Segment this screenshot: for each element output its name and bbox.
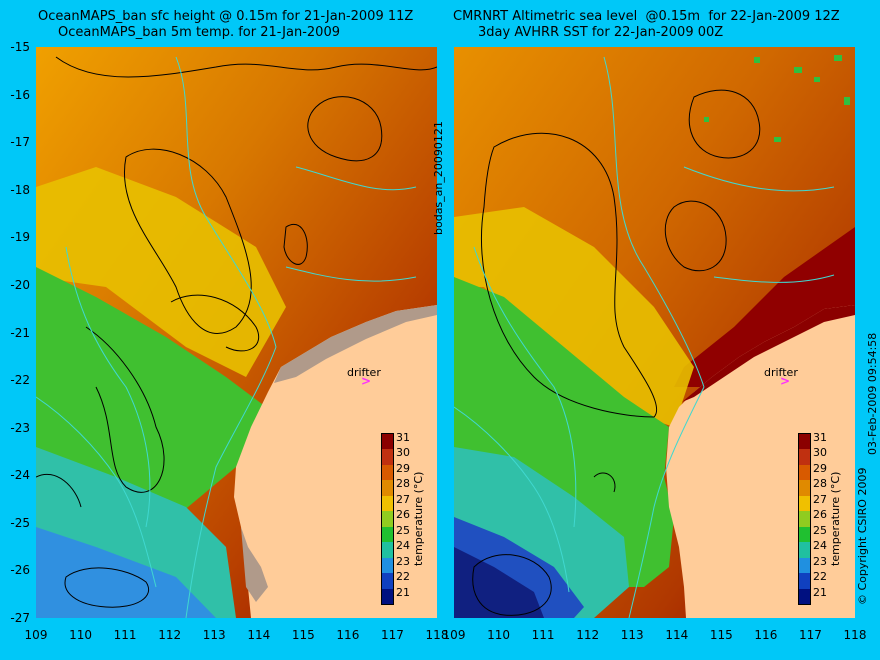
x-tick-label: 113 <box>202 628 226 642</box>
colorbar-segment <box>382 434 393 450</box>
x-tick-label: 109 <box>24 628 48 642</box>
y-tick-label: -21 <box>10 325 30 340</box>
colorbar-segment <box>799 588 810 605</box>
left-title-line2: OceanMAPS_ban 5m temp. for 21-Jan-2009 <box>58 25 340 40</box>
colorbar-segment <box>799 542 810 559</box>
y-tick-label: -15 <box>10 40 30 54</box>
left-title-line1: OceanMAPS_ban sfc height @ 0.15m for 21-… <box>38 9 414 24</box>
y-tick-label: -18 <box>10 182 30 197</box>
colorbar-tick-label: 30 <box>396 446 410 460</box>
x-tick-label: 112 <box>576 628 600 642</box>
y-tick-label: -24 <box>10 468 30 483</box>
x-tick-label: 114 <box>665 628 689 642</box>
y-tick-label: -27 <box>10 611 30 625</box>
left-map-panel <box>36 47 437 618</box>
copyright-label: © Copyright CSIRO 2009 <box>856 467 869 605</box>
colorbar-segment <box>799 434 810 450</box>
colorbar-tick-label: 21 <box>813 585 827 599</box>
colorbar-segment <box>382 495 393 512</box>
colorbar-segment <box>382 464 393 481</box>
colorbar-tick-label: 29 <box>396 461 410 475</box>
x-tick-label: 118 <box>425 628 449 642</box>
colorbar-segment <box>799 449 810 466</box>
colorbar-tick-label: 27 <box>396 492 410 506</box>
x-tick-label: 118 <box>843 628 867 642</box>
colorbar-segment <box>799 557 810 574</box>
colorbar-tick-label: 24 <box>396 539 410 553</box>
colorbar-tick-label: 24 <box>813 539 827 553</box>
y-tick-label: -26 <box>10 563 30 578</box>
colorbar-tick-label: 23 <box>396 554 410 568</box>
x-tick-label: 109 <box>442 628 466 642</box>
colorbar-segment <box>382 449 393 466</box>
colorbar-tick-label: 29 <box>813 461 827 475</box>
x-tick-label: 111 <box>113 628 137 642</box>
right-drifter-label: drifter <box>764 366 798 379</box>
colorbar-tick-label: 28 <box>396 477 410 491</box>
colorbar-segment <box>382 573 393 590</box>
colorbar-tick-label: 31 <box>813 431 827 444</box>
left-map <box>36 47 437 618</box>
right-colorbar <box>798 433 811 605</box>
colorbar-tick-label: 22 <box>813 570 827 584</box>
colorbar-tick-label: 22 <box>396 570 410 584</box>
colorbar-tick-label: 26 <box>813 508 827 522</box>
colorbar-tick-label: 26 <box>396 508 410 522</box>
colorbar-tick-label: 31 <box>396 431 410 444</box>
x-tick-label: 115 <box>709 628 733 642</box>
x-tick-label: 116 <box>754 628 778 642</box>
x-tick-label: 112 <box>158 628 182 642</box>
x-tick-label: 116 <box>336 628 360 642</box>
left-colorbar <box>381 433 394 605</box>
y-tick-label: -25 <box>10 515 30 530</box>
x-tick-label: 117 <box>798 628 822 642</box>
right-title-line2: 3day AVHRR SST for 22-Jan-2009 00Z <box>478 25 724 40</box>
x-tick-label: 115 <box>291 628 315 642</box>
right-drifter-marker: > <box>780 374 791 388</box>
colorbar-segment <box>799 573 810 590</box>
colorbar-tick-label: 25 <box>813 523 827 537</box>
colorbar-segment <box>382 542 393 559</box>
right-title-line1: CMRNRT Altimetric sea level @0.15m for 2… <box>453 9 840 24</box>
x-tick-label: 117 <box>380 628 404 642</box>
right-colorbar-label: temperature (°C) <box>829 471 842 566</box>
colorbar-segment <box>382 588 393 605</box>
colorbar-tick-label: 25 <box>396 523 410 537</box>
y-tick-label: -22 <box>10 373 30 388</box>
y-tick-label: -19 <box>10 230 30 245</box>
colorbar-segment <box>382 557 393 574</box>
colorbar-segment <box>382 480 393 497</box>
right-map-panel <box>454 47 855 618</box>
left-side-label: bodas_an_20090121 <box>432 121 445 235</box>
colorbar-segment <box>799 495 810 512</box>
left-drifter-label: drifter <box>347 366 381 379</box>
left-colorbar-label: temperature (°C) <box>412 471 425 566</box>
x-tick-label: 111 <box>531 628 555 642</box>
colorbar-tick-label: 23 <box>813 554 827 568</box>
y-tick-label: -23 <box>10 420 30 435</box>
colorbar-segment <box>799 511 810 528</box>
colorbar-segment <box>799 480 810 497</box>
colorbar-tick-label: 30 <box>813 446 827 460</box>
left-drifter-marker: > <box>361 374 372 388</box>
colorbar-segment <box>799 464 810 481</box>
colorbar-segment <box>799 526 810 543</box>
timestamp-label: 03-Feb-2009 09:54:58 <box>866 332 879 455</box>
y-tick-label: -20 <box>10 277 30 292</box>
colorbar-tick-label: 27 <box>813 492 827 506</box>
y-tick-label: -17 <box>10 135 30 150</box>
colorbar-tick-label: 21 <box>396 585 410 599</box>
y-tick-label: -16 <box>10 87 30 102</box>
x-tick-label: 110 <box>69 628 92 642</box>
x-tick-label: 110 <box>487 628 510 642</box>
x-tick-label: 114 <box>247 628 271 642</box>
colorbar-segment <box>382 526 393 543</box>
colorbar-segment <box>382 511 393 528</box>
colorbar-tick-label: 28 <box>813 477 827 491</box>
right-map <box>454 47 855 618</box>
x-tick-label: 113 <box>620 628 644 642</box>
